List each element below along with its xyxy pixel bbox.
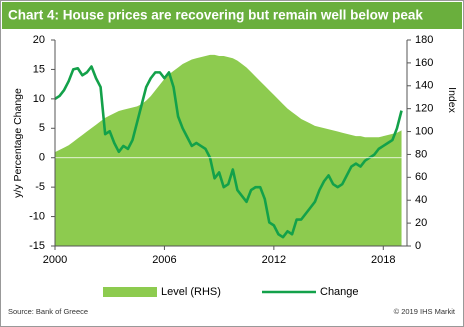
y2-tick-label: 0 [415, 240, 421, 252]
chart-title: Chart 4: House prices are recovering but… [8, 8, 423, 23]
y2-tick-label: 60 [415, 171, 427, 183]
y2-tick-label: 120 [415, 103, 433, 115]
line [54, 65, 403, 239]
x-tick-label: 2006 [152, 254, 176, 266]
x-tick-label: 2000 [43, 254, 67, 266]
legend-swatch [103, 287, 157, 297]
legend-label: Change [320, 286, 359, 298]
y2-axis-title: Index [446, 87, 458, 113]
y-axis-title: y/y Percentage Change [12, 88, 24, 198]
y2-tick-label: 80 [415, 148, 427, 160]
y2-tick-label: 100 [415, 125, 433, 137]
y2-tick-label: 40 [415, 194, 427, 206]
y-tick-label: -15 [29, 240, 45, 252]
y-tick-label: 5 [39, 122, 45, 134]
y-tick-label: 15 [33, 63, 45, 75]
y-tick-label: -10 [29, 210, 45, 222]
legend-label: Level (RHS) [161, 286, 221, 298]
y-tick-label: 0 [39, 152, 45, 164]
y-tick-label: 10 [33, 93, 45, 105]
y2-tick-label: 20 [415, 217, 427, 229]
area [55, 54, 402, 246]
y2-tick-label: 180 [415, 34, 433, 46]
y2-tick-label: 140 [415, 80, 433, 92]
source: Source: Bank of Greece [8, 307, 88, 316]
x-tick-label: 2018 [371, 254, 395, 266]
credit: © 2019 IHS Markit [394, 307, 456, 316]
y2-tick-label: 160 [415, 57, 433, 69]
title-bar [2, 2, 462, 29]
y-tick-label: 20 [33, 34, 45, 46]
y-tick-label: -5 [35, 181, 45, 193]
x-tick-label: 2012 [262, 254, 286, 266]
